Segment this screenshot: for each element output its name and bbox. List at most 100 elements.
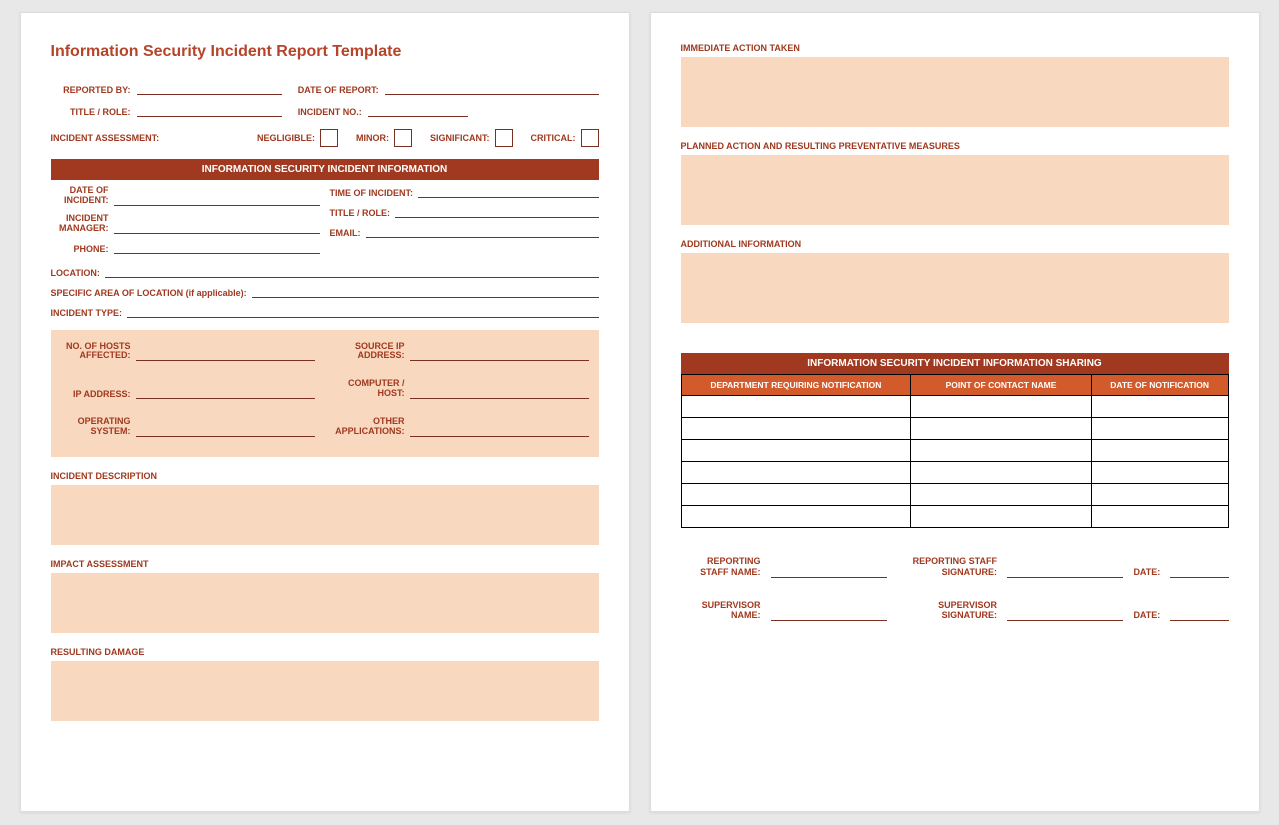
title-role2-label: TITLE / ROLE: [330,208,391,218]
reporting-staff-name-label: REPORTING STAFF NAME: [681,556,761,578]
phone-input[interactable] [114,242,320,254]
table-cell[interactable] [681,506,911,528]
table-cell[interactable] [1091,484,1228,506]
col-department: DEPARTMENT REQUIRING NOTIFICATION [681,375,911,396]
phone-label: PHONE: [51,244,109,254]
incident-no-input[interactable] [368,105,468,117]
negligible-checkbox[interactable] [320,129,338,147]
supervisor-sig-input[interactable] [1007,609,1123,621]
incident-description-label: INCIDENT DESCRIPTION [51,471,599,481]
incident-no-label: INCIDENT NO.: [298,107,362,117]
source-ip-input[interactable] [410,349,589,361]
table-cell[interactable] [911,418,1092,440]
table-cell[interactable] [1091,440,1228,462]
table-row [681,440,1228,462]
title-role2-input[interactable] [395,206,599,218]
table-row [681,484,1228,506]
reported-by-label: REPORTED BY: [51,85,131,95]
impact-assessment-box[interactable] [51,573,599,633]
resulting-damage-box[interactable] [51,661,599,721]
incident-type-input[interactable] [127,306,598,318]
os-input[interactable] [136,425,315,437]
planned-action-label: PLANNED ACTION AND RESULTING PREVENTATIV… [681,141,1229,151]
incident-manager-input[interactable] [114,222,320,234]
table-cell[interactable] [1091,462,1228,484]
negligible-label: NEGLIGIBLE: [257,133,315,143]
date1-label: DATE: [1133,567,1160,578]
computer-host-label: COMPUTER / HOST: [335,379,405,399]
additional-info-box[interactable] [681,253,1229,323]
date-incident-label: DATE OF INCIDENT: [51,186,109,206]
significant-label: SIGNIFICANT: [430,133,490,143]
table-cell[interactable] [1091,418,1228,440]
table-cell[interactable] [681,484,911,506]
ip-address-input[interactable] [136,387,315,399]
sharing-table: DEPARTMENT REQUIRING NOTIFICATION POINT … [681,374,1229,528]
specific-area-label: SPECIFIC AREA OF LOCATION (if applicable… [51,288,247,298]
supervisor-name-label: SUPERVISOR NAME: [681,600,761,622]
other-apps-input[interactable] [410,425,589,437]
other-apps-label: OTHER APPLICATIONS: [335,417,405,437]
table-cell[interactable] [1091,506,1228,528]
immediate-action-box[interactable] [681,57,1229,127]
reporting-staff-name-input[interactable] [771,566,887,578]
computer-host-input[interactable] [410,387,589,399]
date1-input[interactable] [1170,566,1228,578]
table-row [681,462,1228,484]
resulting-damage-label: RESULTING DAMAGE [51,647,599,657]
source-ip-label: SOURCE IP ADDRESS: [335,342,405,362]
location-label: LOCATION: [51,268,100,278]
table-cell[interactable] [911,484,1092,506]
incident-description-box[interactable] [51,485,599,545]
date-of-report-input[interactable] [385,83,599,95]
table-cell[interactable] [911,462,1092,484]
os-label: OPERATING SYSTEM: [61,417,131,437]
date2-input[interactable] [1170,609,1228,621]
table-cell[interactable] [681,440,911,462]
minor-label: MINOR: [356,133,389,143]
date-incident-input[interactable] [114,194,320,206]
hosts-label: NO. OF HOSTS AFFECTED: [61,342,131,362]
critical-checkbox[interactable] [581,129,599,147]
specific-area-input[interactable] [252,286,599,298]
immediate-action-label: IMMEDIATE ACTION TAKEN [681,43,1229,53]
supervisor-sig-label: SUPERVISOR SIGNATURE: [897,600,997,622]
email-input[interactable] [366,226,599,238]
table-cell[interactable] [681,462,911,484]
col-date: DATE OF NOTIFICATION [1091,375,1228,396]
header-row-1: REPORTED BY: DATE OF REPORT: [51,83,599,95]
info-grid: DATE OF INCIDENT: INCIDENT MANAGER: PHON… [51,186,599,262]
additional-info-label: ADDITIONAL INFORMATION [681,239,1229,249]
tech-box: NO. OF HOSTS AFFECTED: SOURCE IP ADDRESS… [51,330,599,457]
significant-checkbox[interactable] [495,129,513,147]
time-incident-input[interactable] [418,186,599,198]
reporting-staff-sig-input[interactable] [1007,566,1123,578]
sharing-band: INFORMATION SECURITY INCIDENT INFORMATIO… [681,353,1229,374]
supervisor-name-input[interactable] [771,609,887,621]
table-cell[interactable] [911,506,1092,528]
table-cell[interactable] [681,418,911,440]
title-role-input[interactable] [137,105,282,117]
title-role-label: TITLE / ROLE: [51,107,131,117]
email-label: EMAIL: [330,228,361,238]
assessment-label: INCIDENT ASSESSMENT: [51,133,160,143]
table-cell[interactable] [911,396,1092,418]
info-band: INFORMATION SECURITY INCIDENT INFORMATIO… [51,159,599,180]
table-cell[interactable] [1091,396,1228,418]
table-cell[interactable] [681,396,911,418]
document-title: Information Security Incident Report Tem… [51,43,599,61]
page-1: Information Security Incident Report Tem… [20,12,630,812]
page-2: IMMEDIATE ACTION TAKEN PLANNED ACTION AN… [650,12,1260,812]
incident-manager-label: INCIDENT MANAGER: [51,214,109,234]
assessment-row: INCIDENT ASSESSMENT: NEGLIGIBLE: MINOR: … [51,129,599,147]
minor-checkbox[interactable] [394,129,412,147]
reported-by-input[interactable] [137,83,282,95]
location-input[interactable] [105,266,599,278]
hosts-input[interactable] [136,349,315,361]
critical-label: CRITICAL: [531,133,576,143]
table-cell[interactable] [911,440,1092,462]
planned-action-box[interactable] [681,155,1229,225]
header-row-2: TITLE / ROLE: INCIDENT NO.: [51,105,599,117]
time-incident-label: TIME OF INCIDENT: [330,188,414,198]
table-row [681,418,1228,440]
